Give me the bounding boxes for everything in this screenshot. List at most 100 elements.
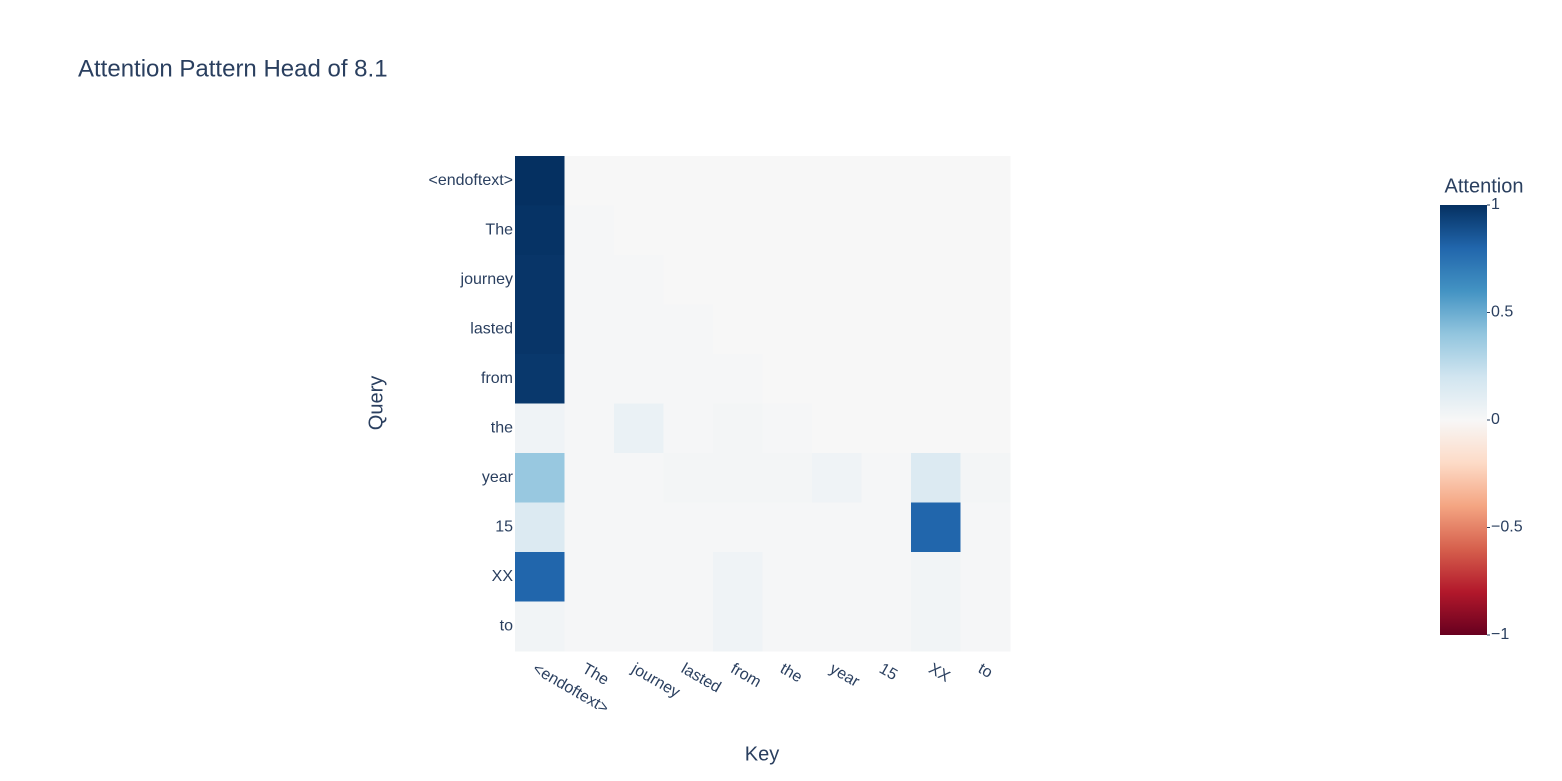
heatmap-cell <box>663 255 714 305</box>
heatmap-cell <box>911 453 961 503</box>
colorbar-tick-label: 0 <box>1491 411 1500 428</box>
x-tick-label: 15 <box>876 660 900 684</box>
heatmap-cell <box>614 354 664 404</box>
heatmap-cell <box>713 552 763 602</box>
y-tick-label: year <box>482 469 514 486</box>
heatmap-cell <box>564 205 615 256</box>
heatmap-cell <box>713 403 763 454</box>
x-tick-label: The <box>579 660 611 689</box>
heatmap-cell <box>515 354 565 404</box>
heatmap-cell <box>861 601 912 652</box>
heatmap-cell <box>812 205 862 256</box>
heatmap-cell <box>812 552 862 602</box>
colorbar-tick-label: −0.5 <box>1491 519 1523 536</box>
heatmap-cell <box>911 156 961 206</box>
heatmap-cell <box>515 453 565 503</box>
heatmap-cell <box>960 552 1011 602</box>
heatmap-cell <box>713 354 763 404</box>
heatmap-cell <box>911 354 961 404</box>
x-tick-label: from <box>728 660 764 691</box>
heatmap-cell <box>762 502 813 553</box>
heatmap-cell <box>564 255 615 305</box>
y-tick-label: <endoftext> <box>428 172 513 189</box>
heatmap-cell <box>614 552 664 602</box>
heatmap-cell <box>713 601 763 652</box>
y-tick-label: journey <box>460 271 513 288</box>
heatmap-cell <box>812 453 862 503</box>
heatmap-cell <box>614 255 664 305</box>
heatmap-cell <box>663 304 714 355</box>
y-tick-label: the <box>491 419 513 436</box>
heatmap-cell <box>812 304 862 355</box>
heatmap-cell <box>861 502 912 553</box>
heatmap-cell <box>564 502 615 553</box>
heatmap-cell <box>762 453 813 503</box>
colorbar-tick-label: −1 <box>1491 626 1509 643</box>
heatmap-cell <box>713 205 763 256</box>
heatmap-cell <box>960 205 1011 256</box>
heatmap-cell <box>911 502 961 553</box>
heatmap-cell <box>564 403 615 454</box>
heatmap-cell <box>812 354 862 404</box>
heatmap-cell <box>663 354 714 404</box>
heatmap-cell <box>812 601 862 652</box>
colorbar <box>1440 205 1487 635</box>
heatmap-cell <box>515 552 565 602</box>
heatmap-cell <box>861 304 912 355</box>
heatmap-cell <box>960 156 1011 206</box>
heatmap-cell <box>911 552 961 602</box>
heatmap-cell <box>812 255 862 305</box>
x-tick-label: XX <box>926 660 953 686</box>
heatmap-cell <box>861 205 912 256</box>
heatmap-cell <box>911 601 961 652</box>
heatmap-cell <box>861 354 912 404</box>
heatmap-cell <box>762 255 813 305</box>
heatmap-cell <box>960 354 1011 404</box>
heatmap-cell <box>713 156 763 206</box>
heatmap-cell <box>812 156 862 206</box>
heatmap-cell <box>713 304 763 355</box>
heatmap-cell <box>861 552 912 602</box>
colorbar-tick-label: 0.5 <box>1491 304 1513 321</box>
heatmap-cell <box>515 304 565 355</box>
colorbar-title: Attention <box>1445 175 1524 197</box>
heatmap-cell <box>515 156 565 206</box>
heatmap-cell <box>614 453 664 503</box>
heatmap-cell <box>911 403 961 454</box>
heatmap-cell <box>614 205 664 256</box>
x-tick-label: year <box>827 660 863 691</box>
heatmap-cell <box>663 453 714 503</box>
y-axis-title: Query <box>365 376 387 430</box>
heatmap-cell <box>762 205 813 256</box>
y-tick-label: from <box>481 370 513 387</box>
heatmap-cell <box>960 403 1011 454</box>
heatmap-cell <box>614 601 664 652</box>
y-tick-label: The <box>485 221 513 238</box>
heatmap-cell <box>564 304 615 355</box>
heatmap-cell <box>861 403 912 454</box>
x-tick-label: to <box>975 660 995 681</box>
y-tick-label: XX <box>492 568 514 585</box>
heatmap-cell <box>911 304 961 355</box>
heatmap-cell <box>663 403 714 454</box>
heatmap-cell <box>861 156 912 206</box>
heatmap-cell <box>663 552 714 602</box>
chart-title: Attention Pattern Head of 8.1 <box>78 55 388 82</box>
heatmap-cell <box>614 502 664 553</box>
x-tick-label: lasted <box>678 660 723 696</box>
heatmap-cell <box>911 205 961 256</box>
heatmap-cell <box>663 601 714 652</box>
heatmap-cell <box>861 453 912 503</box>
x-tick-label: the <box>777 660 805 686</box>
heatmap-cell <box>713 255 763 305</box>
heatmap-cell <box>911 255 961 305</box>
heatmap-cell <box>614 156 664 206</box>
heatmap-cell <box>564 453 615 503</box>
heatmap-cell <box>762 552 813 602</box>
heatmap-cell <box>663 502 714 553</box>
heatmap-cell <box>812 403 862 454</box>
heatmap-cell <box>663 156 714 206</box>
heatmap-cell <box>762 354 813 404</box>
heatmap-cell <box>960 255 1011 305</box>
